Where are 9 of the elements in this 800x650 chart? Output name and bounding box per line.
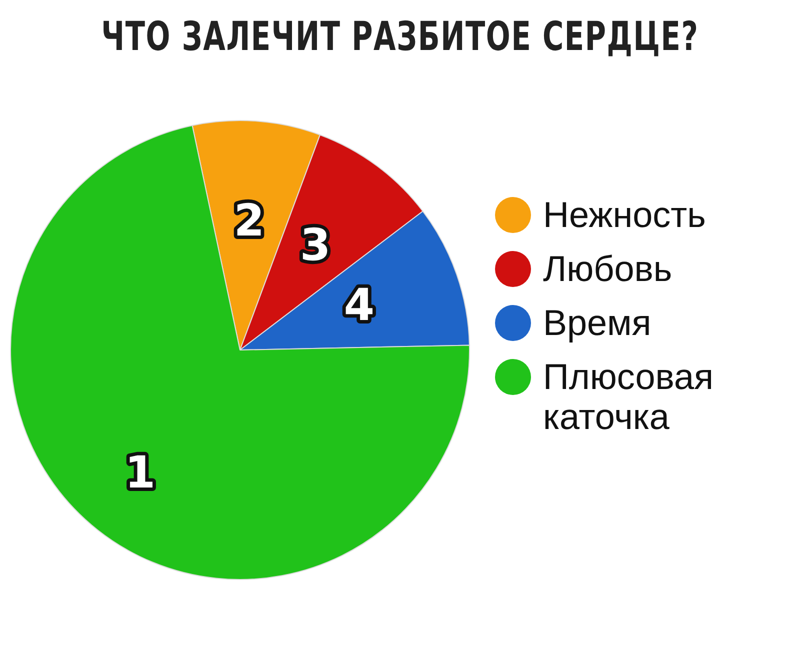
chart-title: ЧТО ЗАЛЕЧИТ РАЗБИТОЕ СЕРДЦЕ? [100, 14, 700, 60]
legend-label: Время [543, 302, 652, 343]
text: 3 [300, 220, 331, 272]
text: 4 [344, 280, 375, 331]
text: 1 [124, 447, 156, 498]
legend-label: Любовь [543, 248, 672, 289]
legend-label: Плюсовая каточка [543, 356, 715, 437]
legend-label: Нежность [543, 194, 706, 235]
text: 2 [234, 196, 265, 247]
